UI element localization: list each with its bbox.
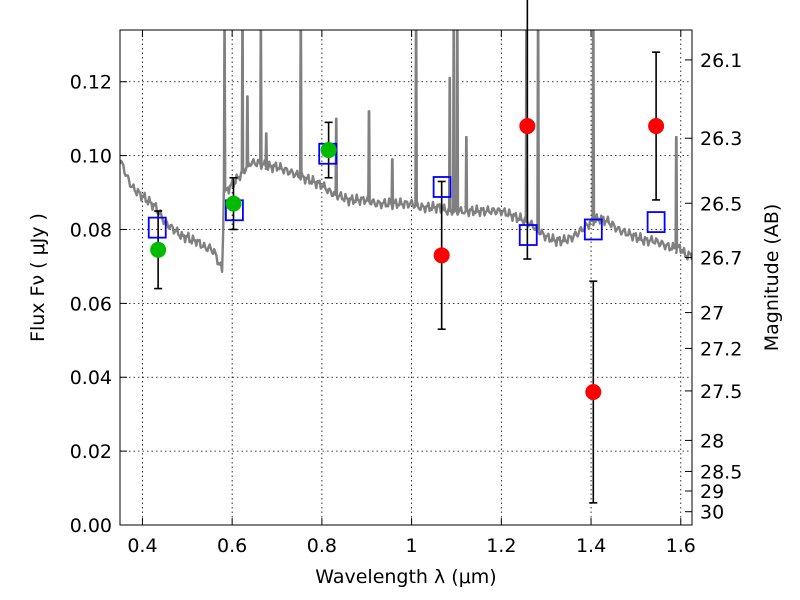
y-tick-label: 0.08	[70, 219, 112, 241]
magnitude-tick-label: 30	[700, 502, 724, 524]
x-tick-label: 1.2	[486, 535, 516, 557]
magnitude-tick-label: 29	[700, 481, 724, 503]
x-axis-label: Wavelength λ (μm)	[315, 566, 496, 588]
x-tick-label: 1.4	[576, 535, 606, 557]
axis-ticks: 0.4 0.6 0.8 1 1.2 1.4 1.6 0.00 0.02 0.04 0.06 0.08 0…	[70, 30, 742, 557]
x-tick-label: 0.4	[127, 535, 157, 557]
x-tick-label: 0.6	[217, 535, 247, 557]
grid-lines	[120, 30, 692, 526]
low-significance-point	[585, 384, 602, 401]
y-axis-right-label: Magnitude (AB)	[761, 204, 783, 352]
magnitude-tick-label: 26.7	[700, 248, 742, 270]
y-tick-label: 0.12	[70, 72, 112, 94]
y-tick-label: 0.04	[70, 367, 112, 389]
low-significance-point	[648, 118, 665, 135]
x-tick-label: 1	[406, 535, 418, 557]
magnitude-tick-label: 27.2	[700, 338, 742, 360]
detection-point	[320, 142, 337, 159]
low-significance-point	[519, 118, 536, 135]
model-photometry-square	[432, 176, 452, 198]
model-photometry-square	[147, 216, 167, 239]
magnitude-tick-label: 28	[700, 430, 724, 452]
y-tick-label: 0.10	[70, 146, 112, 168]
magnitude-tick-label: 26.3	[700, 128, 742, 150]
magnitude-tick-label: 28.5	[700, 461, 742, 483]
model-photometry-square	[646, 211, 666, 233]
magnitude-tick-label: 26.1	[700, 50, 742, 72]
magnitude-tick-label: 27	[700, 303, 724, 325]
low-significance-point	[433, 247, 450, 264]
detection-point	[150, 241, 167, 258]
x-tick-label: 0.8	[307, 535, 337, 557]
plot-frame	[119, 29, 693, 526]
model-spectrum	[120, 30, 692, 274]
y-tick-label: 0.00	[70, 515, 112, 537]
magnitude-tick-label: 26.5	[700, 193, 742, 215]
detection-point	[225, 195, 242, 212]
spectrum-line	[120, 30, 692, 274]
y-axis-label: Flux Fν ( μJy )	[27, 213, 49, 342]
magnitude-tick-label: 27.5	[700, 381, 742, 403]
error-bars	[154, 0, 661, 504]
model-photometry-square	[518, 224, 538, 246]
y-tick-label: 0.06	[70, 293, 112, 315]
data-markers	[147, 118, 666, 401]
model-photometry-square	[583, 218, 603, 241]
x-tick-label: 1.6	[666, 535, 696, 557]
y-tick-label: 0.02	[70, 441, 112, 463]
